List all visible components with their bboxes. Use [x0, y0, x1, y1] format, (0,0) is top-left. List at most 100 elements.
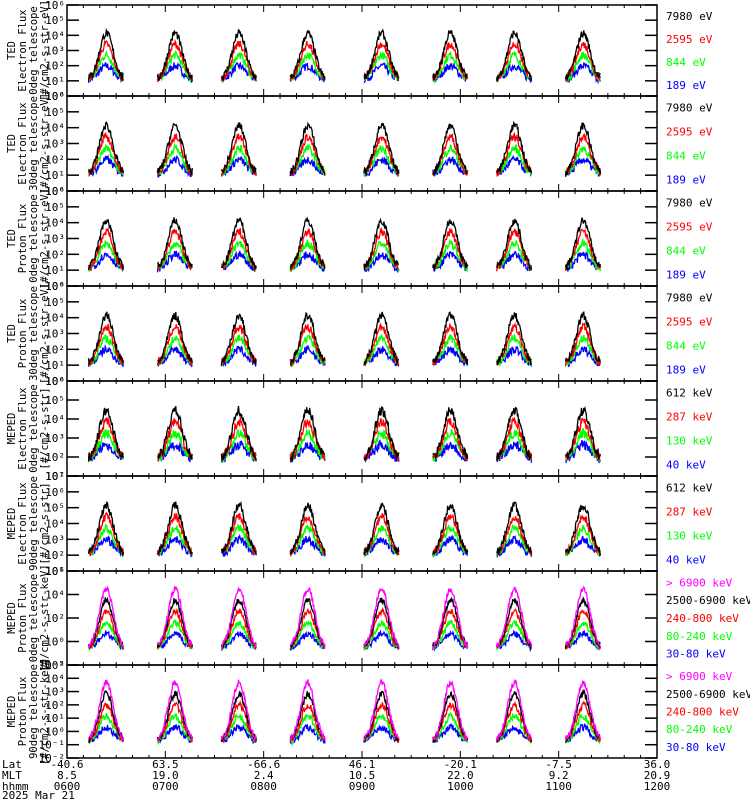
legend-entry: 189 eV	[666, 174, 706, 187]
series-189-ev	[88, 250, 601, 274]
legend-entry: 844 eV	[666, 56, 706, 69]
series--6900-kev	[87, 585, 602, 650]
legend-entry: 40 keV	[666, 554, 706, 567]
x-tick-label: 36.0	[644, 758, 671, 771]
y-tick-label: 10⁴	[45, 29, 65, 42]
y-tick-label: 10¹	[45, 359, 65, 372]
y-axis-title-line: [#/cm2-s-str-keV]	[39, 564, 51, 671]
series-2595-ev	[88, 38, 601, 83]
y-tick-label: 10³	[45, 533, 65, 546]
y-axis-title-line: TED	[6, 134, 18, 153]
y-tick-label: 10⁰	[45, 636, 65, 649]
y-tick-label: 10⁶	[45, 565, 65, 578]
y-tick-label: 10³	[45, 45, 65, 58]
series-2595-ev	[88, 131, 601, 178]
legend-entry: 80-240 keV	[666, 630, 733, 643]
series-30-80-kev	[87, 722, 601, 746]
series-2500-6900-kev	[88, 688, 601, 744]
y-tick-label: 10⁵	[45, 14, 65, 27]
series-40-kev	[87, 439, 602, 464]
y-tick-label: 10⁴	[45, 518, 65, 531]
x-tick-label: -7.5	[545, 758, 572, 771]
legend-entry: 130 keV	[666, 530, 713, 543]
y-axis-title-line: Electron Flux	[17, 387, 29, 469]
y-axis-title-line: [#/cm2-s-str-eV]	[39, 283, 51, 384]
legend-entry: 189 eV	[666, 79, 706, 92]
y-tick-label: 10³	[45, 138, 65, 151]
series-189-ev	[87, 61, 602, 85]
y-tick-label: 10⁵	[45, 502, 65, 515]
legend-entry: 844 eV	[666, 150, 706, 163]
y-axis-title-line: [#/cm2-s-str-eV]	[39, 188, 51, 289]
y-tick-label: 10⁴	[45, 217, 65, 230]
y-axis-title-line: 90deg telescope	[28, 664, 40, 759]
legend-entry: 2500-6900 keV	[666, 688, 750, 701]
legend-entry: 7980 eV	[666, 101, 713, 114]
x-tick-label: 0900	[349, 780, 376, 793]
series-844-ev	[88, 49, 602, 84]
legend-entry: 2595 eV	[666, 125, 713, 138]
series-844-ev	[87, 142, 601, 177]
legend-entry: 287 keV	[666, 410, 713, 423]
y-tick-label: 10⁴	[45, 413, 65, 426]
legend-entry: 7980 eV	[666, 10, 713, 23]
y-axis-title: TEDElectron Flux0deg telescope[#/cm2-s-s…	[6, 0, 51, 101]
y-axis-title-line: [#/cm2-s-str]	[39, 482, 51, 564]
y-axis-title-line: Electron Flux	[17, 102, 29, 184]
legend-entry: > 6900 keV	[666, 576, 733, 589]
legend-entry: 30-80 keV	[666, 741, 726, 754]
y-tick-label: 10²	[45, 343, 65, 356]
y-tick-label: 10⁵	[45, 296, 65, 309]
y-axis-title-line: 0deg telescope	[28, 6, 40, 95]
x-tick-label: 0600	[54, 780, 81, 793]
panel-frame	[66, 190, 658, 287]
y-axis-title-line: [#/cm2-s-str-keV]	[39, 658, 51, 765]
y-tick-label: 10¹	[45, 565, 65, 578]
legend-entry: 130 keV	[666, 435, 713, 448]
y-axis-title: MEPEDElectron Flux90deg telescope[#/cm2-…	[6, 476, 51, 571]
y-tick-label: 10⁰	[45, 375, 65, 388]
y-tick-label: 10⁴	[45, 312, 65, 325]
y-axis-title-line: 30deg telescope	[28, 96, 40, 191]
y-axis-title: MEPEDProton Flux90deg telescope[#/cm2-s-…	[6, 658, 51, 765]
y-tick-label: 10¹	[45, 75, 65, 88]
series-40-kev	[88, 533, 602, 558]
y-tick-label: 10⁵	[45, 201, 65, 214]
y-tick-label: 10⁰	[45, 280, 65, 293]
series-130-kev	[87, 428, 601, 463]
y-axis-title-line: 30deg telescope	[28, 286, 40, 381]
series-2500-6900-kev	[87, 596, 601, 650]
y-tick-label: 10²	[45, 153, 65, 166]
y-tick-label: 10³	[45, 328, 65, 341]
series-844-ev	[87, 237, 602, 273]
x-tick-label: 20.9	[644, 769, 671, 782]
y-tick-label: 10⁻¹	[39, 739, 66, 752]
y-tick-label: 10⁷	[45, 470, 65, 483]
series-287-kev	[87, 417, 601, 463]
y-axis-title-line: 90deg telescope	[28, 476, 40, 571]
x-row-label: MLT	[2, 769, 22, 782]
panel-frame	[66, 664, 658, 759]
legend-entry: 240-800 keV	[666, 706, 739, 719]
y-axis-title: MEPEDProton Flux0deg telescope[#/cm2-s-s…	[6, 564, 51, 671]
y-tick-label: 10⁰	[45, 185, 65, 198]
y-axis-title-line: 0deg telescope	[28, 384, 40, 473]
legend-entry: 240-800 keV	[666, 612, 739, 625]
x-tick-label: -40.6	[50, 758, 83, 771]
y-axis-title-line: TED	[6, 229, 18, 248]
y-tick-label: 10⁶	[45, 90, 65, 103]
series-130-kev	[87, 523, 602, 558]
y-tick-label: 10⁴	[45, 122, 65, 135]
y-axis-title: TEDProton Flux30deg telescope[#/cm2-s-st…	[6, 283, 51, 384]
legend-entry: > 6900 keV	[666, 670, 733, 683]
panel-frame	[66, 475, 658, 572]
legend-entry: 2595 eV	[666, 315, 713, 328]
date-label: 2025 Mar 21	[2, 789, 75, 800]
